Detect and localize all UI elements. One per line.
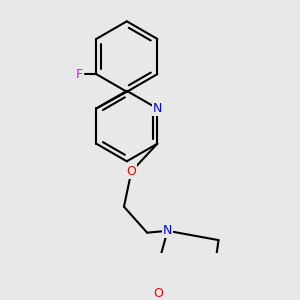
Text: N: N — [153, 102, 162, 115]
Text: F: F — [76, 68, 83, 81]
Text: O: O — [153, 287, 163, 300]
Text: O: O — [126, 165, 136, 178]
Text: N: N — [163, 224, 172, 237]
